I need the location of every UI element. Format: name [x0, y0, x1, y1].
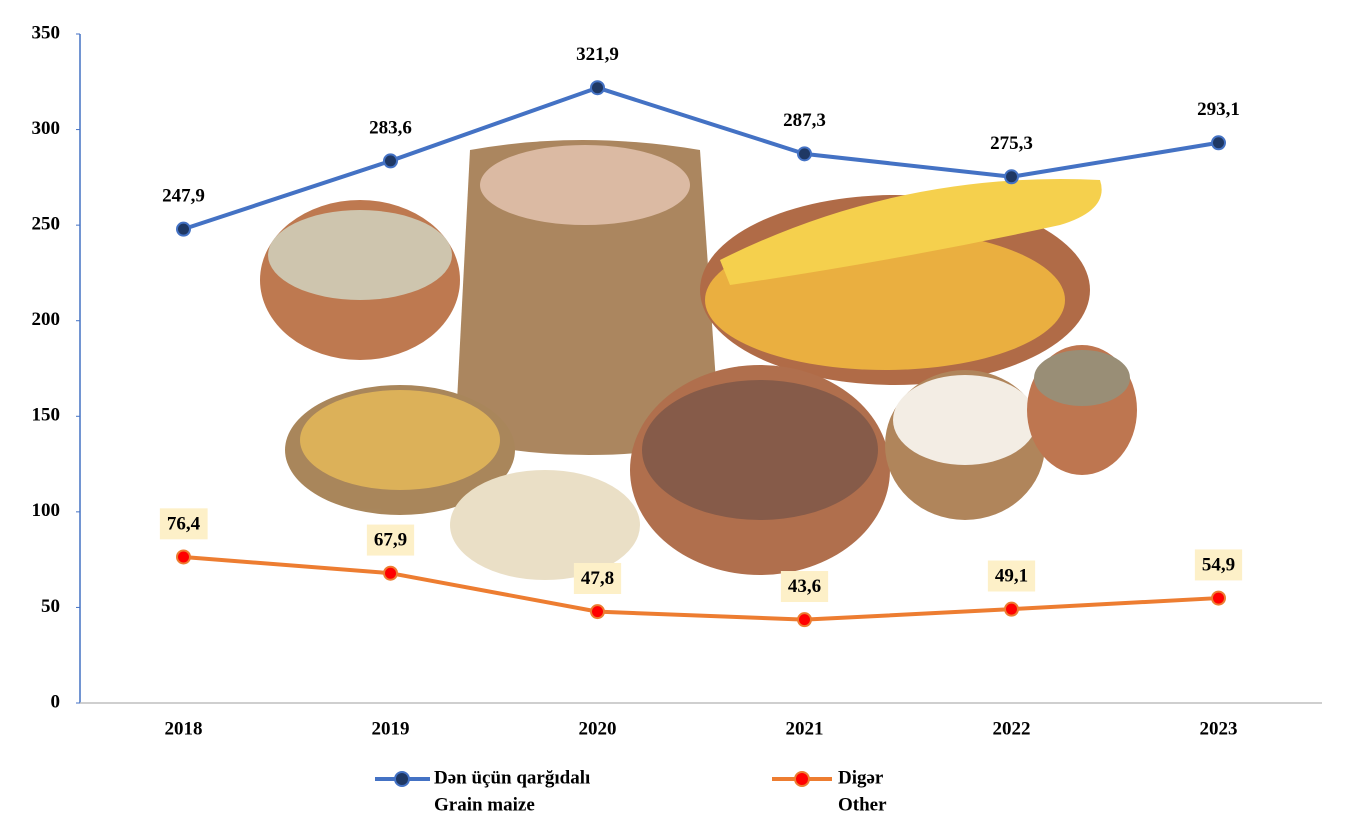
value-label-box [573, 562, 622, 594]
x-tick-label: 2020 [579, 718, 617, 739]
x-tick-label: 2021 [786, 718, 824, 739]
y-tick-label: 50 [41, 596, 60, 617]
legend-marker [394, 771, 410, 787]
value-label: 47,8 [581, 568, 614, 589]
rice [893, 375, 1037, 465]
value-label-box [159, 508, 208, 540]
corn-cob [720, 179, 1102, 285]
data-point [1004, 601, 1019, 617]
value-label-box [366, 524, 415, 556]
series-line [183, 554, 1219, 622]
value-label: 49,1 [995, 566, 1028, 587]
x-tick-label: 2018 [165, 718, 203, 739]
value-label: 247,9 [162, 186, 205, 207]
y-tick-label: 0 [51, 691, 61, 712]
data-point [1004, 169, 1019, 185]
value-label: 283,6 [369, 117, 412, 138]
y-tick-label: 100 [32, 500, 61, 521]
value-label: 287,3 [783, 110, 826, 131]
data-point [383, 565, 398, 581]
flax [642, 380, 878, 520]
value-label: 43,6 [788, 576, 821, 597]
y-tick-label: 300 [32, 118, 61, 139]
wheat [300, 390, 500, 490]
legend-label: Dən üçün qarğıdalı [434, 767, 590, 788]
sack [455, 140, 720, 455]
legend-label: Other [838, 794, 887, 815]
data-point [176, 549, 191, 565]
y-tick-label: 200 [32, 309, 61, 330]
data-point [176, 221, 191, 237]
legend-label: Digər [838, 767, 884, 788]
y-tick-label: 350 [32, 22, 61, 43]
y-tick-label: 250 [32, 214, 61, 235]
legend-label: Grain maize [434, 794, 535, 815]
millet [1034, 350, 1130, 406]
data-point [1211, 590, 1226, 606]
data-point [797, 146, 812, 162]
data-point [590, 604, 605, 620]
value-label: 321,9 [576, 44, 619, 65]
data-point [383, 153, 398, 169]
y-tick-label: 150 [32, 405, 61, 426]
value-label: 293,1 [1197, 99, 1240, 120]
x-tick-label: 2022 [993, 718, 1031, 739]
value-label: 76,4 [167, 513, 201, 534]
value-label-box [987, 560, 1036, 592]
value-label: 275,3 [990, 133, 1033, 154]
data-point [1211, 135, 1226, 151]
oats [450, 470, 640, 580]
series-line [182, 85, 1219, 232]
value-label: 54,9 [1202, 554, 1235, 575]
legend: Dən üçün qarğıdalı Grain maize Digər Oth… [375, 767, 887, 815]
decorative-grains [260, 140, 1137, 580]
value-label-box [1194, 549, 1243, 581]
bran [480, 145, 690, 225]
seeds [268, 210, 452, 300]
legend-marker [794, 771, 810, 787]
x-tick-label: 2019 [372, 718, 410, 739]
x-tick-label: 2023 [1200, 718, 1238, 739]
data-point [797, 612, 812, 628]
data-point [590, 80, 605, 96]
value-label: 67,9 [374, 530, 407, 551]
value-label-box [780, 571, 829, 603]
